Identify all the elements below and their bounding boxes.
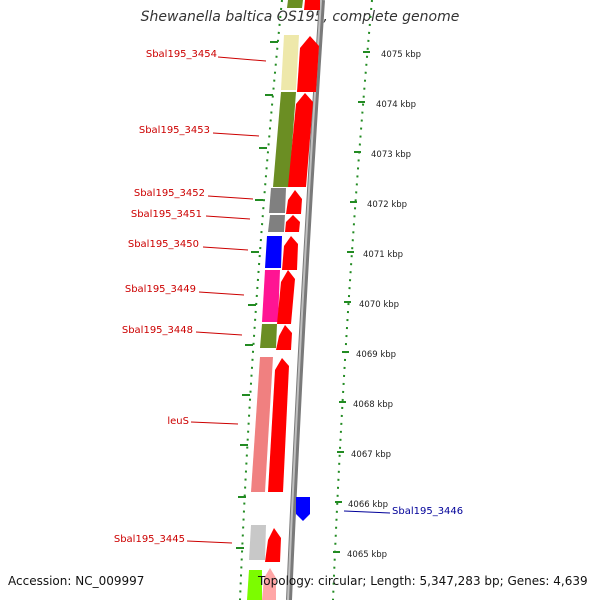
scale-label-4074: 4074 kbp (376, 100, 416, 110)
gene-label-3451: Sbal195_3451 (131, 209, 202, 220)
scale-label-4069: 4069 kbp (356, 350, 396, 360)
scale-label-4072: 4072 kbp (367, 200, 407, 210)
cds-arrow-3454 (297, 36, 319, 92)
leader-3453 (212, 132, 260, 137)
scale-label-4068: 4068 kbp (353, 400, 393, 410)
leader-3446 (343, 510, 391, 514)
scale-tick-labels: 4075 kbp 4074 kbp 4073 kbp 4072 kbp 4071… (347, 50, 421, 560)
scale-ticks (236, 41, 370, 553)
scale-label-4065: 4065 kbp (347, 550, 387, 560)
cds-arrow-3450 (282, 236, 298, 270)
gene-label-3454: Sbal195_3454 (146, 49, 217, 60)
cds-arrow-top (304, 0, 320, 10)
gene-label-3452: Sbal195_3452 (134, 188, 205, 199)
leader-3451 (205, 215, 251, 220)
gene-label-leuS: leuS (167, 416, 189, 427)
gene-label-3450: Sbal195_3450 (128, 239, 199, 250)
cds-arrow-leuS (268, 358, 289, 492)
gene-labels: Sbal195_3454 Sbal195_3453 Sbal195_3452 S… (114, 49, 217, 545)
cds-arrow-3448 (276, 325, 292, 350)
gene-block-3445 (249, 525, 266, 560)
scale-label-4073: 4073 kbp (371, 150, 411, 160)
gene-label-3448: Sbal195_3448 (122, 325, 193, 336)
gene-blocks (247, 0, 303, 600)
scale-label-4071: 4071 kbp (363, 250, 403, 260)
cds-arrow-3446 (296, 497, 310, 521)
gene-label-3453: Sbal195_3453 (139, 125, 210, 136)
cds-arrow-3452 (286, 190, 302, 214)
genome-summary-text: Topology: circular; Length: 5,347,283 bp… (258, 574, 588, 588)
gene-block-top-olive (287, 0, 303, 8)
cds-arrows (262, 0, 320, 600)
cds-arrow-3445 (265, 528, 281, 562)
gene-block-3453 (273, 92, 296, 187)
scale-label-4067: 4067 kbp (351, 450, 391, 460)
leader-3450 (202, 246, 249, 251)
gene-block-leuS (251, 357, 273, 492)
leader-3454 (217, 56, 267, 62)
gene-label-3449: Sbal195_3449 (125, 284, 196, 295)
gene-block-3451 (268, 215, 285, 232)
scale-label-4066: 4066 kbp (348, 500, 388, 510)
leader-3448 (195, 331, 243, 336)
gene-block-3450 (265, 236, 282, 268)
leader-3449 (198, 291, 245, 296)
gene-label-3446: Sbal195_3446 (392, 506, 463, 517)
gene-block-3448 (260, 324, 277, 348)
gene-block-3452 (269, 188, 286, 213)
cds-arrow-3453 (288, 93, 313, 187)
cds-arrow-3449 (277, 270, 295, 324)
leader-3452 (207, 195, 254, 200)
gene-label-3445: Sbal195_3445 (114, 534, 185, 545)
cds-arrow-bottom (262, 568, 276, 600)
gene-label-leaders (186, 56, 267, 544)
accession-text: Accession: NC_009997 (8, 574, 145, 588)
genome-backbone (286, 0, 325, 600)
scale-label-4075: 4075 kbp (381, 50, 421, 60)
gene-block-3454 (281, 35, 299, 90)
gene-block-3449 (262, 270, 280, 322)
leader-3445 (186, 540, 233, 544)
leader-leuS (190, 421, 239, 425)
cds-arrow-3451 (285, 215, 300, 232)
gene-block-bottom-lime (247, 570, 262, 600)
map-title: Shewanella baltica OS195, complete genom… (140, 9, 460, 25)
scale-label-4070: 4070 kbp (359, 300, 399, 310)
